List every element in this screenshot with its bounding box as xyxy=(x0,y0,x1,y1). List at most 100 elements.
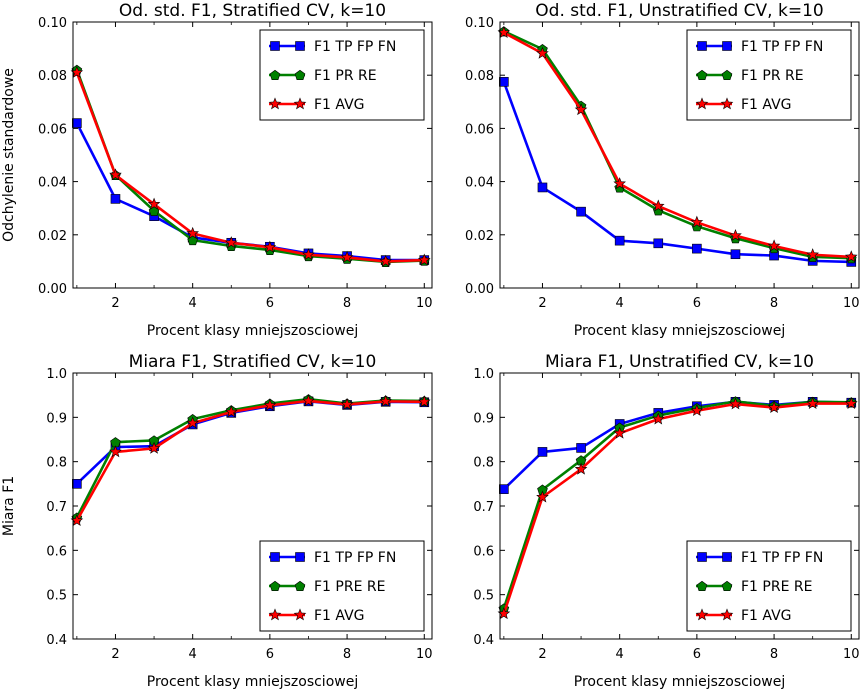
y-axis-label: Miara F1 xyxy=(1,476,17,536)
x-tick-label: 10 xyxy=(843,296,860,311)
data-point xyxy=(537,447,548,457)
data-point xyxy=(692,243,702,254)
legend-marker xyxy=(270,41,280,51)
data-point xyxy=(186,416,199,429)
y-tick-label: 0.08 xyxy=(38,69,67,84)
legend-entry: F1 TP FP FN xyxy=(269,550,396,566)
chart-panel-3: Miara F1, Stratified CV, k=10 2 4 6 8 10 0.4 0.… xyxy=(1,352,433,690)
series-line xyxy=(75,399,425,522)
y-tick-label: 0.04 xyxy=(465,176,494,191)
data-point xyxy=(110,194,121,204)
chart-title: Od. std. F1, Unstratified CV, k=10 xyxy=(535,1,823,21)
y-tick-label: 0.10 xyxy=(38,16,67,31)
x-tick-label: 4 xyxy=(616,296,624,311)
data-point xyxy=(537,182,548,193)
plot-frame xyxy=(499,21,860,289)
data-point xyxy=(806,248,819,261)
legend-marker xyxy=(295,41,305,51)
x-tick-label: 10 xyxy=(416,647,433,662)
legend-marker xyxy=(722,552,732,562)
legend-marker xyxy=(695,608,709,621)
data-point xyxy=(730,249,741,260)
y-tick-label: 0.00 xyxy=(465,282,494,297)
data-point xyxy=(806,396,819,409)
data-point xyxy=(844,396,858,409)
series-f1-avg xyxy=(497,396,858,620)
legend-marker xyxy=(721,580,733,592)
data-point xyxy=(72,479,82,489)
legend-label: F1 AVG xyxy=(741,608,792,624)
data-point xyxy=(767,400,781,413)
legend-label: F1 AVG xyxy=(314,608,365,624)
data-point xyxy=(690,215,704,228)
x-tick-label: 8 xyxy=(770,296,778,311)
data-point xyxy=(109,445,122,458)
x-tick-label: 4 xyxy=(189,296,197,311)
y-tick-label: 0.6 xyxy=(46,544,67,559)
legend-label: F1 AVG xyxy=(741,97,792,113)
chart-panel-2: Od. std. F1, Unstratified CV, k=10 2 4 6 8 10… xyxy=(465,1,860,339)
legend-entry: F1 PRE RE xyxy=(269,579,385,595)
y-tick-label: 1.0 xyxy=(473,367,494,382)
legend: F1 TP FP FN F1 PRE RE F1 AVG xyxy=(259,540,425,632)
x-tick-label: 4 xyxy=(189,647,197,662)
x-tick-label: 6 xyxy=(693,647,701,662)
x-tick-label: 2 xyxy=(538,647,546,662)
x-tick-label: 6 xyxy=(266,647,274,662)
x-tick-label: 6 xyxy=(266,296,274,311)
data-point xyxy=(614,235,625,246)
legend-entry: F1 PRE RE xyxy=(696,579,812,595)
legend-marker xyxy=(268,97,282,110)
data-point xyxy=(302,248,315,261)
data-point xyxy=(340,250,354,263)
series-line xyxy=(502,81,852,264)
chart-panel-4: Miara F1, Unstratified CV, k=10 2 4 6 8 10 0.4… xyxy=(473,352,859,690)
legend-label: F1 PR RE xyxy=(314,68,377,84)
y-tick-label: 0.9 xyxy=(46,411,67,426)
data-point xyxy=(729,228,742,241)
data-point xyxy=(576,443,586,453)
data-point xyxy=(263,240,277,253)
y-tick-label: 1.0 xyxy=(46,367,67,382)
legend-marker xyxy=(269,69,281,81)
legend-marker xyxy=(721,69,733,81)
data-point xyxy=(536,490,549,503)
data-point xyxy=(340,397,354,410)
chart-title: Miara F1, Unstratified CV, k=10 xyxy=(545,352,814,372)
legend: F1 TP FP FN F1 PR RE F1 AVG xyxy=(686,29,852,121)
data-point xyxy=(263,398,277,411)
data-point xyxy=(302,394,315,407)
x-axis-label: Procent klasy mniejszosciowej xyxy=(574,323,785,339)
x-tick-label: 2 xyxy=(538,296,546,311)
x-tick-label: 2 xyxy=(111,296,119,311)
y-tick-label: 0.00 xyxy=(38,282,67,297)
data-point xyxy=(186,226,199,239)
legend-marker xyxy=(696,69,708,81)
x-tick-label: 8 xyxy=(343,296,351,311)
legend-marker xyxy=(720,608,734,621)
legend-entry: F1 AVG xyxy=(268,608,365,624)
y-tick-label: 0.5 xyxy=(46,589,67,604)
data-point xyxy=(729,397,742,410)
x-tick-label: 8 xyxy=(770,647,778,662)
data-point xyxy=(574,462,588,475)
x-tick-label: 2 xyxy=(111,647,119,662)
data-point xyxy=(653,238,664,249)
legend-entry: F1 TP FP FN xyxy=(696,39,823,55)
series-line xyxy=(503,31,852,259)
data-point xyxy=(613,177,626,190)
y-tick-label: 0.4 xyxy=(473,633,494,648)
y-tick-label: 0.02 xyxy=(465,229,494,244)
data-point xyxy=(147,441,161,454)
y-tick-label: 0.02 xyxy=(38,229,67,244)
y-tick-label: 0.06 xyxy=(38,122,67,137)
y-tick-label: 0.6 xyxy=(473,544,494,559)
legend-marker xyxy=(293,97,307,110)
series-f1-avg xyxy=(70,65,431,267)
y-tick-label: 0.8 xyxy=(473,456,494,471)
series-f1-avg xyxy=(70,394,431,526)
legend-label: F1 PR RE xyxy=(741,68,804,84)
legend-marker xyxy=(695,97,709,110)
legend-label: F1 TP FP FN xyxy=(314,550,396,566)
series-line xyxy=(502,402,852,615)
